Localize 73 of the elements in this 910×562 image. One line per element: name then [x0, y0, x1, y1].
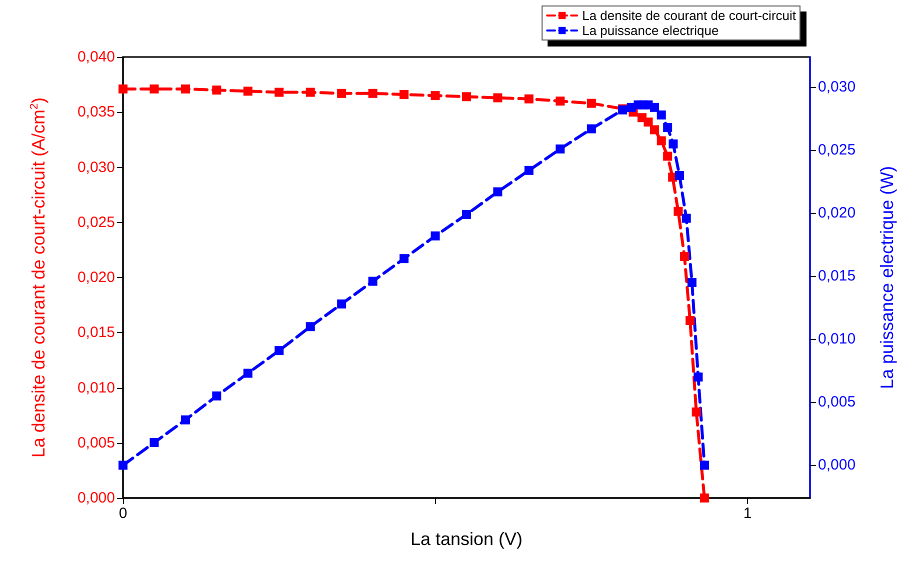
point	[493, 93, 502, 102]
point	[337, 299, 346, 308]
y2-tick-label: 0,010	[818, 330, 856, 348]
point	[337, 88, 346, 98]
legend-label: La densite de courant de court-circuit	[582, 8, 796, 23]
point	[663, 152, 672, 161]
point	[700, 460, 709, 470]
point	[243, 86, 252, 96]
y-axis-title: La densite de courant de court-circuit (A/cm2)	[28, 97, 48, 458]
point	[493, 187, 502, 196]
point	[118, 460, 128, 470]
point	[686, 316, 695, 325]
point	[650, 102, 659, 112]
y-tick-label: 0,015	[77, 324, 115, 342]
legend-label: La puissance electrique	[582, 23, 719, 38]
point	[586, 124, 596, 134]
y2-tick-label: 0,020	[818, 204, 856, 222]
point	[306, 88, 315, 97]
point	[663, 123, 672, 132]
point	[668, 139, 678, 148]
point	[212, 86, 222, 95]
x-axis-title: La tansion (V)	[410, 529, 523, 549]
y-tick-label: 0,000	[77, 490, 115, 506]
y-tick-label: 0,020	[77, 269, 115, 286]
point	[118, 84, 128, 94]
point	[687, 278, 696, 288]
point	[682, 214, 691, 223]
point	[644, 118, 653, 127]
x-tick-label: 0	[118, 505, 128, 522]
y-tick-label: 0,025	[77, 214, 115, 231]
point	[692, 408, 701, 417]
point	[650, 125, 659, 134]
point	[674, 206, 683, 216]
point	[150, 438, 159, 448]
y-tick-label: 0,010	[77, 379, 115, 396]
point	[700, 494, 709, 502]
y-tick-label: 0,035	[77, 104, 115, 121]
point	[524, 94, 534, 104]
point	[462, 92, 471, 102]
point	[180, 415, 190, 424]
point	[368, 88, 378, 98]
point	[524, 166, 534, 175]
y-tick-label: 0,030	[77, 158, 115, 176]
point	[586, 98, 596, 108]
point	[368, 276, 378, 286]
point	[212, 391, 222, 400]
y2-tick-label: 0,000	[818, 456, 856, 474]
y2-axis-title: La puissance electrique (W)	[877, 166, 897, 390]
point	[400, 90, 409, 99]
point	[274, 88, 284, 97]
point	[694, 372, 703, 382]
point	[674, 170, 684, 180]
point	[400, 254, 409, 264]
point	[306, 322, 315, 332]
point	[656, 110, 666, 120]
point	[680, 252, 689, 262]
point	[556, 96, 565, 106]
point	[462, 210, 471, 219]
y2-tick-label: 0,025	[818, 142, 856, 159]
point	[556, 144, 565, 154]
point	[430, 91, 440, 100]
y-tick-label: 0,040	[77, 48, 115, 66]
x-tick-label: 1	[743, 505, 752, 522]
y2-tick-label: 0,030	[818, 78, 856, 96]
point	[150, 84, 159, 94]
y-tick-label: 0,005	[77, 434, 115, 452]
point	[274, 346, 284, 356]
point	[656, 136, 666, 146]
y2-tick-label: 0,015	[818, 268, 856, 285]
point	[430, 231, 440, 240]
point	[243, 368, 252, 378]
y2-tick-label: 0,005	[818, 394, 856, 411]
point	[180, 84, 190, 94]
